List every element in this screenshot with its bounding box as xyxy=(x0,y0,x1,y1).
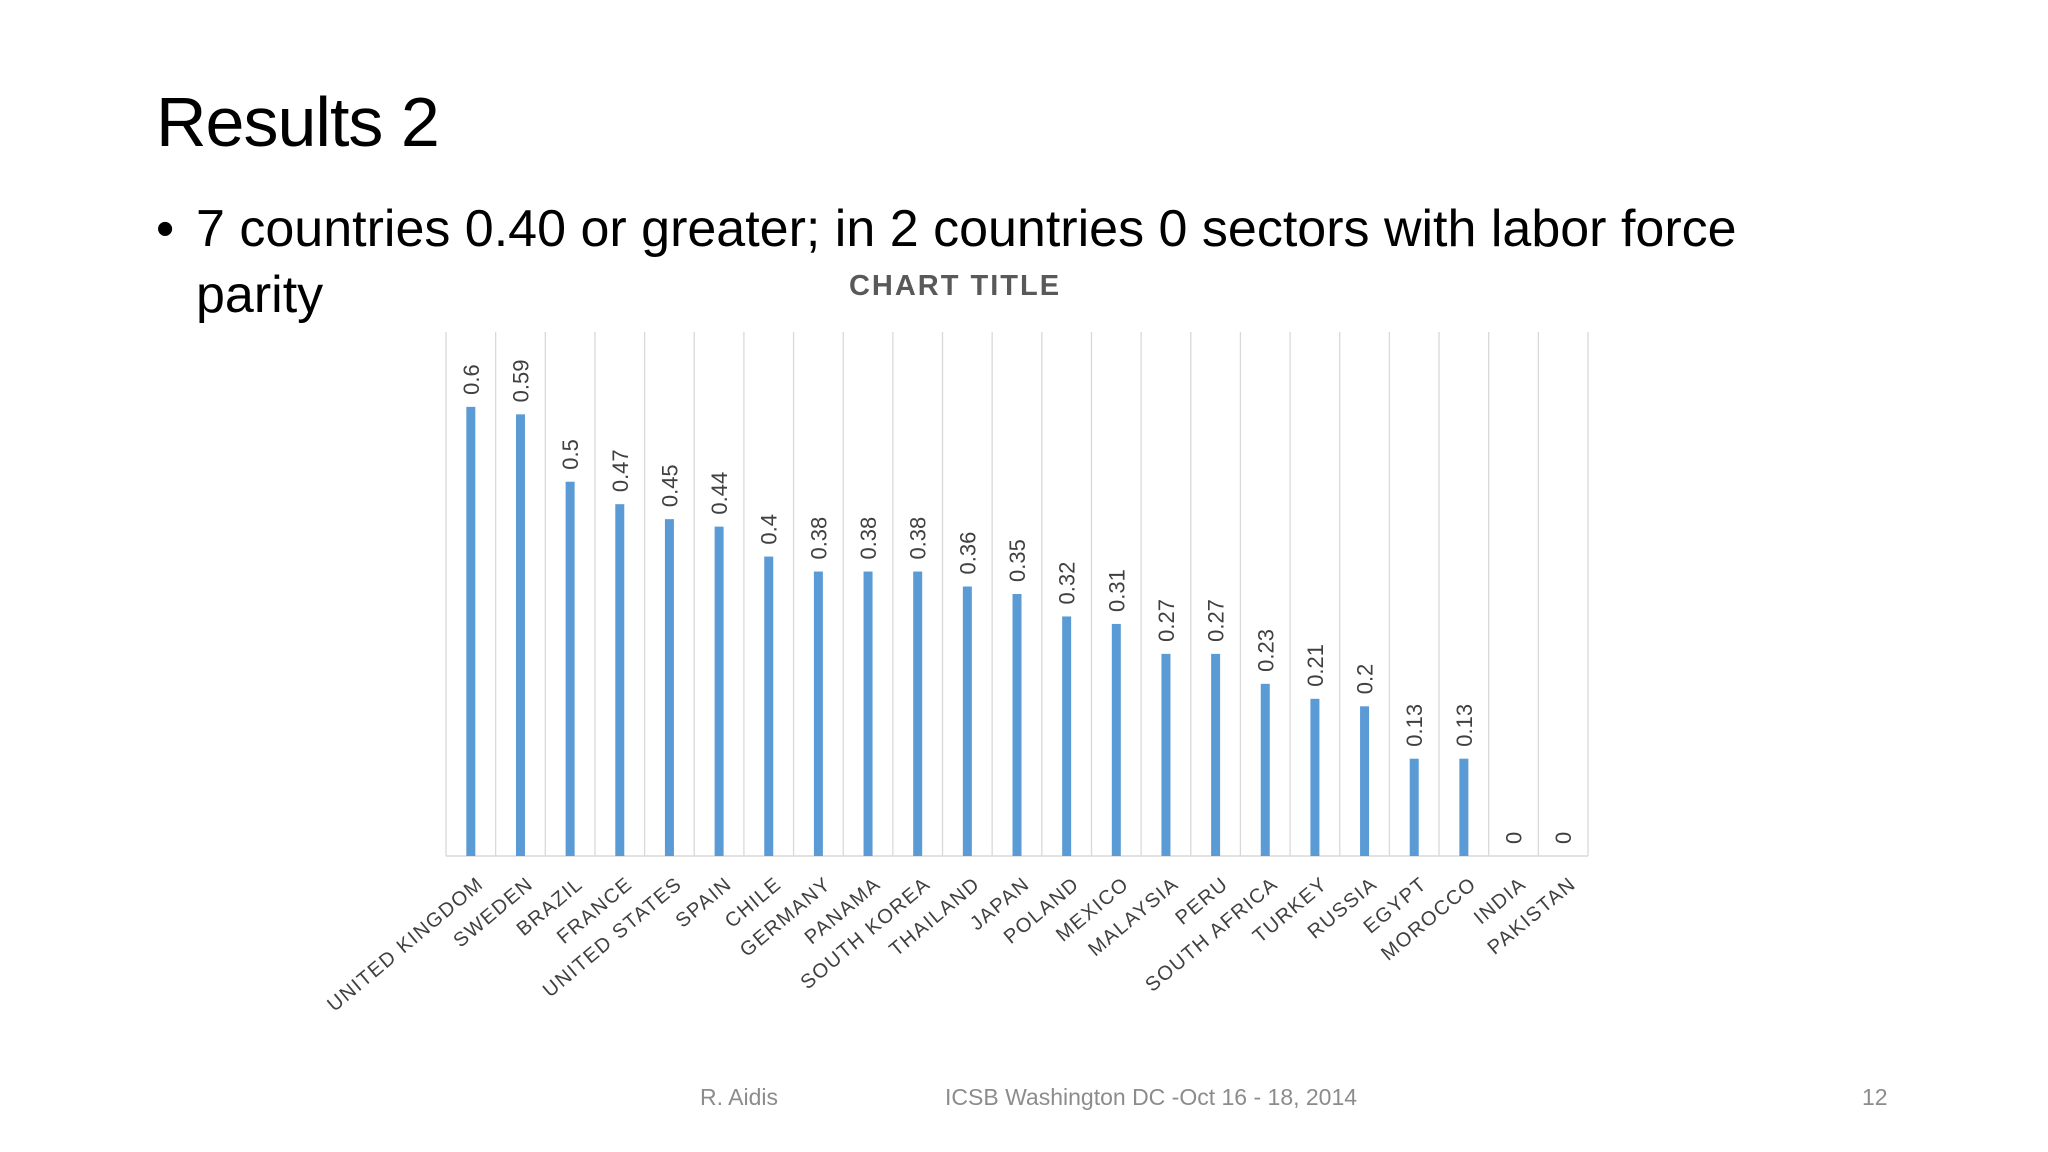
data-label: 0.47 xyxy=(608,449,633,492)
data-label: 0 xyxy=(1502,832,1527,844)
bar xyxy=(1012,594,1022,856)
data-label: 0.13 xyxy=(1402,704,1427,747)
footer-event: ICSB Washington DC -Oct 16 - 18, 2014 xyxy=(945,1084,1358,1110)
bar xyxy=(1161,653,1171,856)
bar xyxy=(813,571,823,856)
bar xyxy=(1260,683,1270,856)
bar xyxy=(1111,623,1121,856)
data-label: 0.35 xyxy=(1005,539,1030,582)
bullet-text: 7 countries 0.40 or greater; in 2 countr… xyxy=(196,200,1737,324)
data-label: 0.38 xyxy=(856,517,881,560)
data-label: 0.31 xyxy=(1104,569,1129,612)
data-label: 0.21 xyxy=(1303,644,1328,687)
bar xyxy=(863,571,873,856)
data-label: 0.32 xyxy=(1055,562,1080,605)
bar xyxy=(714,526,724,856)
data-label: 0.23 xyxy=(1253,629,1278,672)
bar xyxy=(515,414,525,856)
bar xyxy=(1409,758,1419,856)
bar xyxy=(1310,698,1320,856)
footer-page-number: 12 xyxy=(1862,1084,1888,1110)
bar xyxy=(615,504,625,856)
bullet-marker: • xyxy=(156,200,175,258)
data-label: 0.38 xyxy=(906,517,931,560)
data-label: 0.27 xyxy=(1204,599,1229,642)
data-label: 0.4 xyxy=(757,514,782,545)
bar xyxy=(565,481,575,856)
chart-title: CHART TITLE xyxy=(848,270,1062,302)
bar xyxy=(1211,653,1221,856)
data-label: 0.6 xyxy=(459,364,484,395)
data-label: 0.13 xyxy=(1452,704,1477,747)
data-label: 0.45 xyxy=(657,464,682,507)
bar xyxy=(1062,616,1072,856)
bar xyxy=(1360,706,1370,856)
data-label: 0.36 xyxy=(955,532,980,575)
footer-author: R. Aidis xyxy=(700,1084,778,1110)
data-label: 0.59 xyxy=(508,360,533,403)
bar xyxy=(664,519,674,856)
data-label: 0.2 xyxy=(1353,664,1378,695)
data-label: 0.27 xyxy=(1154,599,1179,642)
bar xyxy=(1459,758,1469,856)
bar xyxy=(764,556,774,856)
data-label: 0 xyxy=(1551,832,1576,844)
data-label: 0.5 xyxy=(558,439,583,470)
bar xyxy=(466,406,476,856)
bar xyxy=(913,571,923,856)
bar xyxy=(962,586,972,856)
slide-title: Results 2 xyxy=(156,83,440,161)
data-label: 0.38 xyxy=(806,517,831,560)
data-label: 0.44 xyxy=(707,472,732,515)
